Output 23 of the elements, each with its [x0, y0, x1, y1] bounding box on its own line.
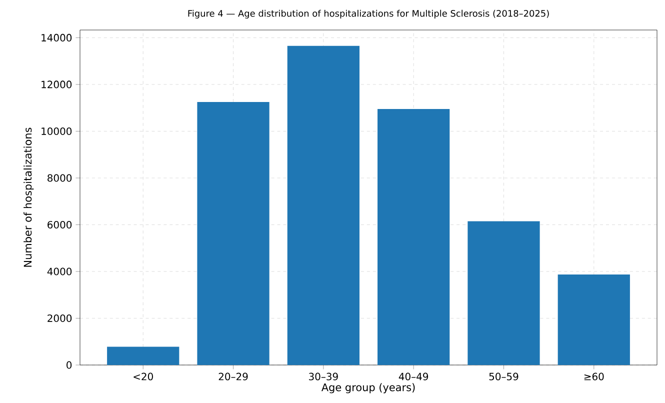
y-tick-label: 12000: [42, 80, 72, 88]
y-axis-title: Number of hospitalizations: [24, 128, 34, 267]
x-tick-label: 40–49: [398, 372, 428, 380]
y-tick-label: 8000: [48, 174, 72, 182]
x-axis-title: Age group (years): [321, 383, 415, 394]
x-tick-label: 30–39: [309, 372, 338, 380]
bar: [197, 102, 270, 365]
y-tick-label: 4000: [47, 268, 72, 276]
bar: [378, 109, 450, 365]
y-tick-label: 6000: [48, 220, 72, 228]
bar: [468, 221, 540, 365]
y-tick-label: 14000: [42, 34, 72, 42]
x-tick-label: 20–29: [218, 372, 248, 380]
y-tick-label: 0: [66, 361, 72, 369]
bar: [107, 346, 180, 365]
chart-title: Figure 4 — Age distribution of hospitalizations for Multiple Sclerosis (2018–2025): [188, 10, 549, 18]
x-tick-label: 50–59: [489, 372, 518, 380]
bar: [287, 46, 360, 365]
x-tick-label: <20: [134, 372, 153, 380]
y-tick-label: 2000: [48, 314, 72, 322]
y-tick-label: 10000: [42, 127, 72, 135]
bar: [558, 274, 630, 365]
x-tick-label: ≥60: [584, 372, 604, 380]
